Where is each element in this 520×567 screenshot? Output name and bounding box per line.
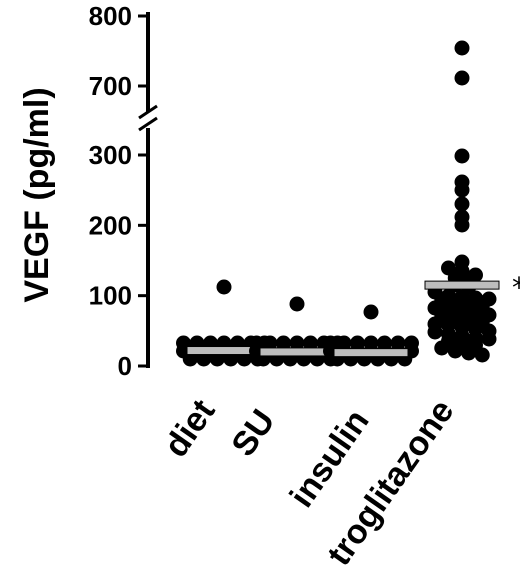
data-point xyxy=(434,340,450,356)
mean-bar xyxy=(333,348,409,358)
data-point xyxy=(454,40,470,56)
x-category-label: diet xyxy=(157,393,223,464)
data-point xyxy=(262,335,278,351)
axis-break-mark xyxy=(138,104,158,120)
y-tick-label: 700 xyxy=(89,71,132,101)
data-point xyxy=(223,351,239,367)
y-tick-label: 300 xyxy=(89,140,132,170)
data-point xyxy=(377,335,392,351)
data-point xyxy=(363,335,379,351)
data-point xyxy=(196,351,212,367)
data-point xyxy=(323,335,338,351)
data-point xyxy=(454,217,470,233)
data-point xyxy=(454,148,470,164)
y-axis-label: VEGF (pg/ml) xyxy=(18,87,56,302)
data-point xyxy=(276,335,291,351)
data-point xyxy=(236,351,252,367)
data-point xyxy=(209,351,225,367)
data-point xyxy=(390,335,406,351)
x-category-label: SU xyxy=(224,403,282,463)
data-point xyxy=(447,343,463,359)
data-point xyxy=(474,347,490,363)
axes xyxy=(138,12,158,368)
axis-break-mark xyxy=(138,116,158,132)
data-point xyxy=(216,279,232,295)
data-point xyxy=(454,70,470,86)
y-tick-label: 800 xyxy=(89,1,132,31)
data-point xyxy=(404,335,419,351)
data-point xyxy=(461,345,477,361)
data-point xyxy=(182,351,198,367)
data-point xyxy=(481,331,497,347)
data-point xyxy=(289,335,305,351)
data-point xyxy=(454,196,470,212)
y-tick-label: 0 xyxy=(118,351,132,381)
data-point xyxy=(249,335,264,351)
data-point xyxy=(289,296,305,312)
mean-bar xyxy=(259,347,335,357)
significance-annotation: * xyxy=(512,271,520,304)
data-point xyxy=(350,335,365,351)
y-tick-label: 200 xyxy=(89,210,132,240)
data-point xyxy=(427,324,443,340)
data-point xyxy=(336,335,352,351)
data-point xyxy=(454,182,470,198)
data-marks xyxy=(176,40,500,367)
y-tick-label: 100 xyxy=(89,281,132,311)
mean-bar xyxy=(424,280,500,290)
data-point xyxy=(363,304,379,320)
data-point xyxy=(303,335,318,351)
